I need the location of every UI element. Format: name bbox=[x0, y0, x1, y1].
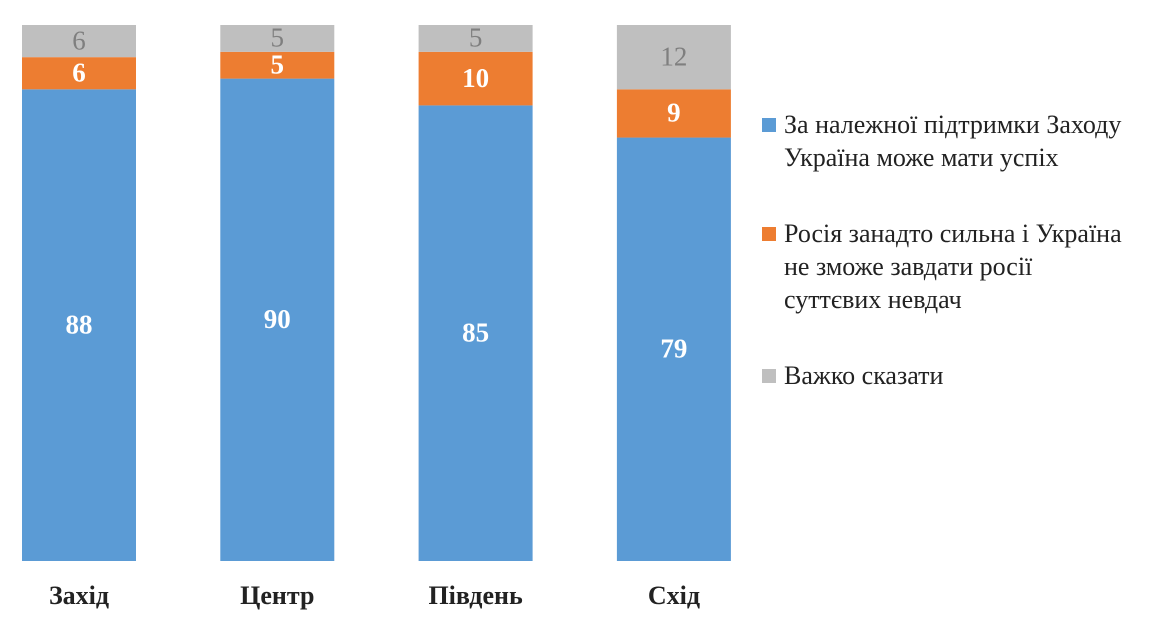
legend-marker bbox=[762, 118, 776, 132]
bar-segment bbox=[22, 57, 136, 90]
legend-item: Важко сказати bbox=[762, 359, 1132, 392]
bar-segment bbox=[616, 137, 731, 561]
x-tick-label: Схід bbox=[648, 581, 700, 610]
x-tick-label: Захід bbox=[49, 581, 109, 610]
bar-segment bbox=[220, 51, 335, 79]
data-label: 5 bbox=[271, 23, 285, 53]
x-tick-label: Центр bbox=[240, 581, 314, 610]
data-label: 79 bbox=[660, 333, 687, 363]
data-label: 9 bbox=[667, 98, 681, 128]
bar-segment bbox=[22, 89, 136, 561]
bar-segment bbox=[418, 51, 533, 106]
data-label: 88 bbox=[66, 309, 93, 339]
data-label: 10 bbox=[462, 63, 489, 93]
bar-segment bbox=[616, 89, 731, 138]
data-label: 90 bbox=[264, 304, 291, 334]
data-label: 85 bbox=[462, 317, 489, 347]
bar-segment bbox=[418, 105, 533, 562]
bar-segment bbox=[22, 25, 136, 58]
bar-segment bbox=[418, 25, 533, 52]
data-label: 6 bbox=[72, 57, 86, 87]
data-label: 5 bbox=[469, 23, 483, 53]
bar-segment bbox=[220, 25, 335, 52]
x-tick-label: Південь bbox=[428, 581, 523, 610]
legend-label: Росія занадто сильна і Україна не зможе … bbox=[784, 219, 1122, 314]
data-label: 6 bbox=[72, 25, 86, 55]
legend: За належної підтримки Заходу Україна мож… bbox=[762, 108, 1132, 435]
legend-marker bbox=[762, 369, 776, 383]
legend-marker bbox=[762, 227, 776, 241]
bar-segment bbox=[220, 78, 335, 561]
legend-label: За належної підтримки Заходу Україна мож… bbox=[784, 110, 1122, 172]
legend-item: За належної підтримки Заходу Україна мож… bbox=[762, 108, 1132, 174]
legend-label: Важко сказати bbox=[784, 361, 944, 390]
bar-segment bbox=[616, 25, 731, 90]
data-label: 5 bbox=[271, 49, 285, 79]
data-label: 12 bbox=[660, 41, 687, 71]
legend-item: Росія занадто сильна і Україна не зможе … bbox=[762, 217, 1132, 316]
